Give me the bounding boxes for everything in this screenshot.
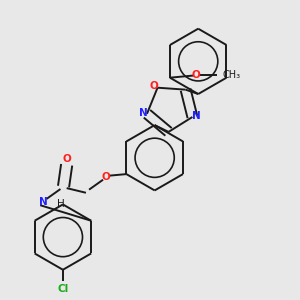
Text: O: O — [149, 81, 158, 91]
Text: O: O — [192, 70, 201, 80]
Text: N: N — [192, 111, 200, 121]
Text: CH₃: CH₃ — [222, 70, 240, 80]
Text: O: O — [62, 154, 71, 164]
Text: O: O — [102, 172, 110, 182]
Text: N: N — [39, 197, 48, 207]
Text: N: N — [139, 108, 148, 118]
Text: H: H — [57, 199, 64, 209]
Text: Cl: Cl — [57, 284, 68, 294]
